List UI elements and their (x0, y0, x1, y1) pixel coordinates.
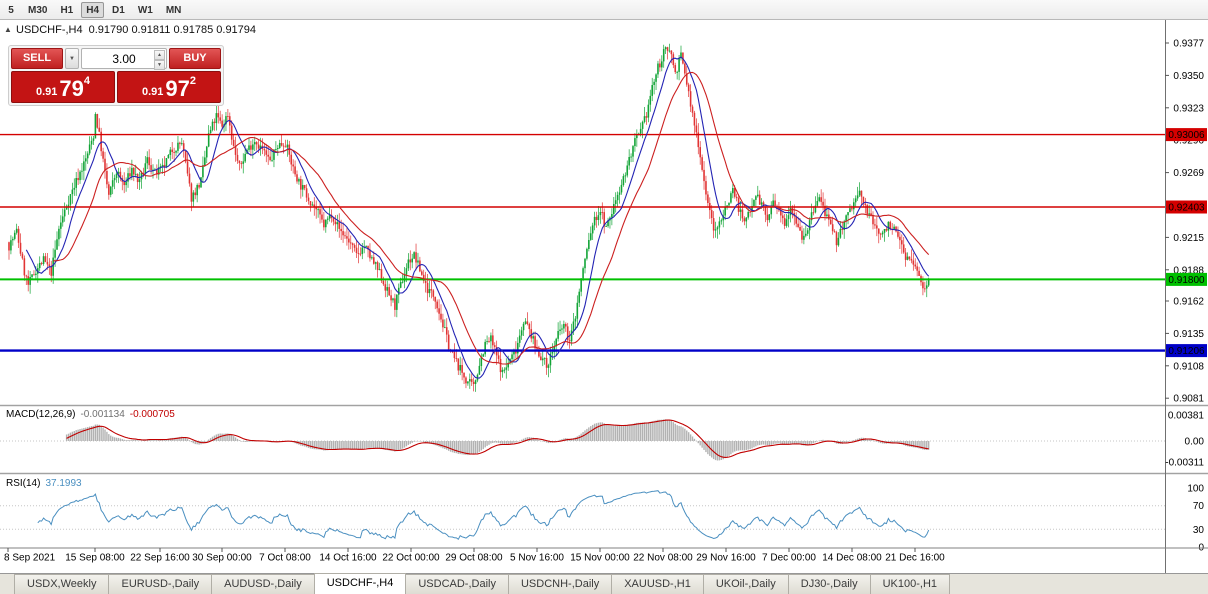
svg-text:0.9377: 0.9377 (1173, 39, 1204, 50)
volume-input[interactable] (82, 51, 166, 66)
macd-histogram (65, 419, 930, 461)
timeframe-button-w1[interactable]: W1 (137, 4, 153, 16)
buy-button[interactable]: BUY (169, 48, 221, 69)
moving-average-lines (25, 56, 930, 379)
svg-text:7 Oct 08:00: 7 Oct 08:00 (259, 553, 311, 564)
chart-tab-dj30-daily[interactable]: DJ30-,Daily (787, 574, 871, 594)
macd-signal-line (66, 419, 929, 458)
rsi-name: RSI(14) (6, 478, 41, 489)
buy-price-pipette: 2 (189, 75, 197, 87)
svg-text:0.9269: 0.9269 (1173, 168, 1204, 179)
svg-text:0.9135: 0.9135 (1173, 329, 1204, 340)
timeframe-button-d1[interactable]: D1 (112, 4, 125, 16)
buy-price-button[interactable]: 0.91 97 2 (117, 71, 221, 103)
sell-price-prefix: 0.91 (35, 86, 58, 98)
svg-text:0.91206: 0.91206 (1168, 346, 1205, 357)
rsi-level-lines (0, 505, 1165, 530)
svg-text:0.9323: 0.9323 (1173, 103, 1204, 114)
chart-ohlc-values: 0.91790 0.91811 0.91785 0.91794 (88, 24, 257, 36)
macd-value: -0.001134 (80, 409, 125, 420)
price-line-badge: 0.91206 (1166, 344, 1207, 358)
chart-tab-uk100-h1[interactable]: UK100-,H1 (869, 574, 951, 594)
svg-text:5 Nov 16:00: 5 Nov 16:00 (510, 553, 564, 564)
svg-text:0.9215: 0.9215 (1173, 233, 1204, 244)
svg-text:22 Nov 08:00: 22 Nov 08:00 (633, 553, 693, 564)
svg-text:8 Sep 2021: 8 Sep 2021 (4, 553, 56, 564)
rsi-indicator-label: RSI(14) 37.1993 (6, 478, 82, 489)
sell-price-button[interactable]: 0.91 79 4 (11, 71, 115, 103)
svg-text:0.91800: 0.91800 (1168, 275, 1205, 286)
chart-tab-bar: USDX,Weekly EURUSD-,Daily AUDUSD-,Daily USD… (0, 573, 1208, 594)
svg-text:22 Sep 16:00: 22 Sep 16:00 (130, 553, 190, 564)
chart-ohlc-title: USDCHF-,H4 0.91790 0.91811 0.91785 0.9179… (16, 24, 256, 36)
timeframe-button-mn[interactable]: MN (165, 4, 182, 16)
svg-text:0.9296: 0.9296 (1173, 136, 1204, 147)
buy-price-prefix: 0.91 (141, 86, 164, 98)
sell-price-pipette: 4 (83, 75, 91, 87)
timeframe-toolbar: 5 M30 H1 H4 D1 W1 MN (0, 0, 1208, 20)
chart-symbol-label: USDCHF-,H4 (16, 24, 83, 36)
macd-signal-value: -0.000705 (129, 409, 175, 420)
svg-text:14 Oct 16:00: 14 Oct 16:00 (319, 553, 377, 564)
chart-tab-usdx-weekly[interactable]: USDX,Weekly (14, 574, 110, 594)
chart-tab-ukoil-daily[interactable]: UKOil-,Daily (702, 574, 789, 594)
volume-decrease-button[interactable]: ▼ (154, 60, 165, 70)
sell-button[interactable]: SELL (11, 48, 63, 69)
price-line-badge: 0.93006 (1166, 128, 1207, 142)
chart-canvas[interactable]: 0.9377 0.9350 0.9323 0.9296 0.9269 0.9215 0.91… (0, 20, 1208, 573)
volume-increase-button[interactable]: ▲ (154, 50, 165, 60)
svg-text:0.9162: 0.9162 (1173, 297, 1204, 308)
svg-text:-0.00311: -0.00311 (1165, 458, 1204, 469)
one-click-collapse-icon[interactable]: ▲ (4, 25, 12, 34)
buy-price-big-digits: 97 (165, 76, 190, 101)
svg-text:100: 100 (1187, 484, 1204, 495)
chart-tab-eurusd-daily[interactable]: EURUSD-,Daily (108, 574, 213, 594)
svg-text:0.92403: 0.92403 (1168, 203, 1205, 214)
svg-text:14 Dec 08:00: 14 Dec 08:00 (822, 553, 882, 564)
macd-indicator-label: MACD(12,26,9) -0.001134 -0.000705 (6, 409, 175, 420)
price-axis[interactable]: 0.9377 0.9350 0.9323 0.9296 0.9269 0.9215 0.91… (1165, 39, 1204, 405)
macd-axis: 0.00381 0.00 -0.00311 (1165, 411, 1204, 469)
svg-text:15 Sep 08:00: 15 Sep 08:00 (65, 553, 125, 564)
svg-text:70: 70 (1193, 501, 1205, 512)
svg-text:0.9188: 0.9188 (1173, 265, 1204, 276)
svg-text:21 Dec 16:00: 21 Dec 16:00 (885, 553, 945, 564)
svg-text:7 Dec 00:00: 7 Dec 00:00 (762, 553, 816, 564)
svg-text:30 Sep 00:00: 30 Sep 00:00 (192, 553, 252, 564)
price-line-badge: 0.91800 (1166, 272, 1207, 286)
rsi-line (37, 490, 930, 541)
timeframe-button-m30[interactable]: M30 (28, 4, 48, 16)
one-click-trade-panel: SELL ▼ ▲ ▼ BUY 0.91 79 4 0.91 97 2 (8, 45, 224, 106)
chart-tab-usdcad-daily[interactable]: USDCAD-,Daily (405, 574, 509, 594)
panel-separators[interactable] (0, 404, 1208, 475)
timeframe-button-h4[interactable]: H4 (81, 1, 105, 18)
timeframe-button-h1[interactable]: H1 (60, 4, 74, 16)
volume-field: ▲ ▼ (81, 48, 167, 70)
chart-tab-audusd-daily[interactable]: AUDUSD-,Daily (211, 574, 315, 594)
time-axis[interactable]: 8 Sep 2021 15 Sep 08:00 22 Sep 16:00 30 Sep… (0, 547, 1208, 564)
svg-text:29 Nov 16:00: 29 Nov 16:00 (696, 553, 756, 564)
svg-text:0.00381: 0.00381 (1168, 411, 1205, 422)
svg-text:0.9350: 0.9350 (1173, 71, 1204, 82)
price-line-badge: 0.92403 (1166, 200, 1207, 214)
chevron-down-icon: ▼ (69, 55, 75, 62)
sell-price-big-digits: 79 (59, 76, 84, 101)
svg-text:0.93006: 0.93006 (1168, 130, 1205, 141)
svg-text:0.9081: 0.9081 (1173, 394, 1204, 405)
macd-name: MACD(12,26,9) (6, 409, 76, 420)
chart-tab-xauusd-h1[interactable]: XAUUSD-,H1 (611, 574, 704, 594)
timeframe-button-5[interactable]: 5 (8, 4, 14, 16)
svg-text:0.9108: 0.9108 (1173, 361, 1204, 372)
svg-text:15 Nov 00:00: 15 Nov 00:00 (570, 553, 630, 564)
horizontal-level-lines[interactable] (0, 133, 1165, 352)
svg-text:30: 30 (1193, 525, 1205, 536)
chart-tab-usdcnh-daily[interactable]: USDCNH-,Daily (507, 574, 613, 594)
rsi-value: 37.1993 (45, 478, 82, 489)
svg-text:22 Oct 00:00: 22 Oct 00:00 (382, 553, 440, 564)
svg-text:0.00: 0.00 (1185, 437, 1205, 448)
volume-dropdown-button[interactable]: ▼ (65, 48, 79, 69)
svg-text:29 Oct 08:00: 29 Oct 08:00 (445, 553, 503, 564)
chart-tab-usdchf-h4[interactable]: USDCHF-,H4 (313, 573, 407, 594)
